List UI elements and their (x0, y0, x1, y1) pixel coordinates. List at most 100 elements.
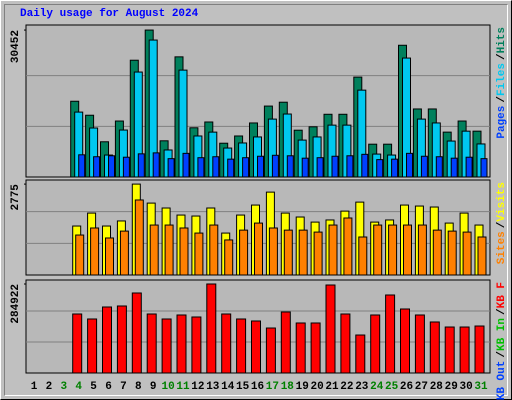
bar (435, 156, 443, 178)
legend-separator: / (496, 308, 508, 315)
bar (465, 156, 473, 178)
x-tick-label: 15 (236, 381, 250, 393)
x-tick-label: 3 (60, 381, 67, 393)
bar (343, 217, 353, 276)
bar (370, 314, 381, 374)
bar (194, 232, 204, 276)
bar (108, 155, 115, 178)
bar (239, 229, 249, 276)
y-tick-label: 284922 (10, 284, 22, 324)
bar (206, 283, 217, 374)
bar (403, 224, 412, 276)
bar (254, 222, 263, 276)
bar (361, 153, 369, 178)
bar (242, 157, 250, 178)
legend-entry: Files (496, 63, 508, 96)
bar (310, 322, 321, 374)
bar (328, 224, 338, 276)
x-tick-label: 26 (400, 381, 413, 393)
bar (182, 152, 190, 178)
x-tick-label: 4 (75, 381, 82, 393)
bar (462, 231, 472, 276)
x-tick-label: 28 (430, 381, 444, 393)
bar (90, 227, 100, 276)
bar (251, 320, 261, 374)
legend: Pages/Files/Hits (496, 27, 508, 139)
x-tick-label: 17 (266, 381, 279, 393)
x-tick-label: 16 (251, 381, 264, 393)
bar (325, 284, 336, 374)
bar (78, 154, 86, 178)
bar (301, 157, 309, 178)
x-tick-label: 19 (296, 381, 309, 393)
bar (72, 313, 83, 374)
bar (209, 224, 219, 276)
bar (212, 156, 220, 178)
x-tick-label: 9 (150, 381, 157, 393)
bar (131, 292, 142, 374)
bar (385, 294, 396, 374)
bar (236, 318, 247, 374)
bar (474, 325, 485, 374)
x-tick-label: 11 (176, 381, 190, 393)
bar (179, 227, 189, 276)
bar (75, 234, 85, 276)
bar (134, 199, 144, 276)
x-tick-label: 31 (474, 381, 488, 393)
inner-frame-light (4, 4, 508, 396)
x-tick-label: 13 (206, 381, 220, 393)
bar (391, 158, 399, 178)
x-tick-label: 14 (221, 381, 235, 393)
bar (459, 326, 470, 374)
legend-entry: Pages (496, 106, 508, 139)
bar (283, 229, 293, 276)
x-tick-label: 5 (90, 381, 97, 393)
y-tick-label: 30452 (10, 30, 22, 63)
bar (358, 236, 368, 276)
chart-title: Daily usage for August 2024 (20, 8, 199, 20)
bar (137, 153, 145, 178)
legend-separator: / (496, 96, 508, 103)
bar (477, 236, 487, 276)
bar (265, 327, 276, 374)
x-tick-label: 6 (105, 381, 112, 393)
bar (447, 230, 457, 276)
bar (116, 305, 127, 374)
bar (280, 311, 291, 374)
legend-entry: KB In (496, 318, 508, 351)
bar (346, 155, 354, 178)
bar (152, 152, 160, 178)
bar (93, 156, 101, 178)
bar (105, 237, 114, 276)
x-tick-label: 22 (340, 381, 353, 393)
bar (102, 306, 112, 374)
inner-frame-dark (4, 4, 508, 396)
bar (149, 224, 159, 276)
bar (388, 224, 398, 276)
bar (331, 155, 339, 178)
legend-separator: / (496, 221, 508, 228)
x-tick-label: 2 (46, 381, 53, 393)
bar (197, 157, 205, 178)
bar (161, 318, 172, 374)
bar (313, 231, 323, 276)
bar (420, 155, 428, 178)
bar (268, 227, 278, 276)
x-tick-label: 23 (355, 381, 369, 393)
bar (221, 313, 232, 374)
x-tick-label: 29 (445, 381, 458, 393)
bar (295, 322, 306, 374)
legend: KB Out/KB In/KB F (496, 282, 508, 400)
bar (400, 308, 410, 374)
bar (480, 158, 488, 178)
legend-separator: / (496, 351, 508, 358)
x-tick-label: 7 (120, 381, 127, 393)
bar (298, 229, 308, 276)
bar (119, 230, 129, 276)
x-tick-label: 27 (415, 381, 428, 393)
x-tick-label: 10 (161, 381, 174, 393)
bar (444, 326, 455, 374)
legend-entry: KB Out (496, 361, 508, 400)
